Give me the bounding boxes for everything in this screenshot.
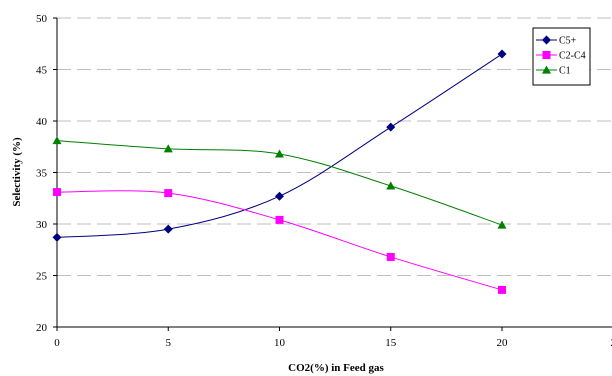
y-axis-title: Selectivity (%) (11, 137, 23, 207)
data-point-c1 (386, 181, 396, 190)
data-point-c2c4 (498, 285, 506, 294)
y-tick-label: 30 (36, 219, 48, 231)
series-c2c4 (53, 188, 506, 294)
y-tick-label: 40 (36, 116, 48, 128)
tick-labels: 20 25 30 35 40 45 50 0 5 10 15 20 2 (36, 13, 612, 349)
x-tick-label: 2 (611, 337, 612, 349)
data-point-c5 (497, 49, 507, 59)
data-point-c5 (386, 122, 396, 132)
x-tick-label: 15 (385, 337, 397, 349)
legend-marker-c1 (542, 65, 551, 74)
y-tick-label: 20 (36, 322, 48, 334)
x-tick-label: 5 (166, 337, 172, 349)
y-tick-label: 25 (36, 271, 48, 283)
data-point-c2c4 (164, 189, 173, 198)
data-point-c5 (275, 191, 284, 201)
data-point-c5 (52, 232, 62, 242)
data-point-c1 (163, 144, 173, 153)
y-tick-label: 45 (36, 65, 48, 77)
legend-marker-c2c4 (542, 51, 551, 59)
series (52, 49, 507, 294)
x-tick-label: 10 (274, 337, 286, 349)
series-c5 (52, 49, 507, 242)
legend-label-c5: C5+ (559, 36, 577, 47)
data-point-c5 (163, 224, 173, 234)
x-tick-label: 20 (497, 337, 509, 349)
data-point-c1 (497, 220, 507, 229)
x-axis-title: CO2(%) in Feed gas (288, 362, 384, 374)
data-point-c1 (52, 136, 62, 145)
legend-label-c1: C1 (559, 66, 571, 77)
data-point-c2c4 (275, 215, 284, 224)
legend-marker-c5 (542, 35, 551, 45)
data-point-c2c4 (386, 252, 395, 261)
series-c1 (52, 136, 507, 229)
legend-label-c2c4: C2-C4 (559, 51, 586, 62)
x-tick-label: 0 (54, 337, 60, 349)
legend: C5+ C2-C4 C1 (532, 27, 591, 86)
gridlines (57, 17, 612, 276)
y-tick-label: 50 (36, 13, 48, 25)
y-tick-label: 35 (36, 168, 48, 180)
data-point-c2c4 (53, 188, 61, 197)
data-point-c1 (275, 149, 284, 158)
